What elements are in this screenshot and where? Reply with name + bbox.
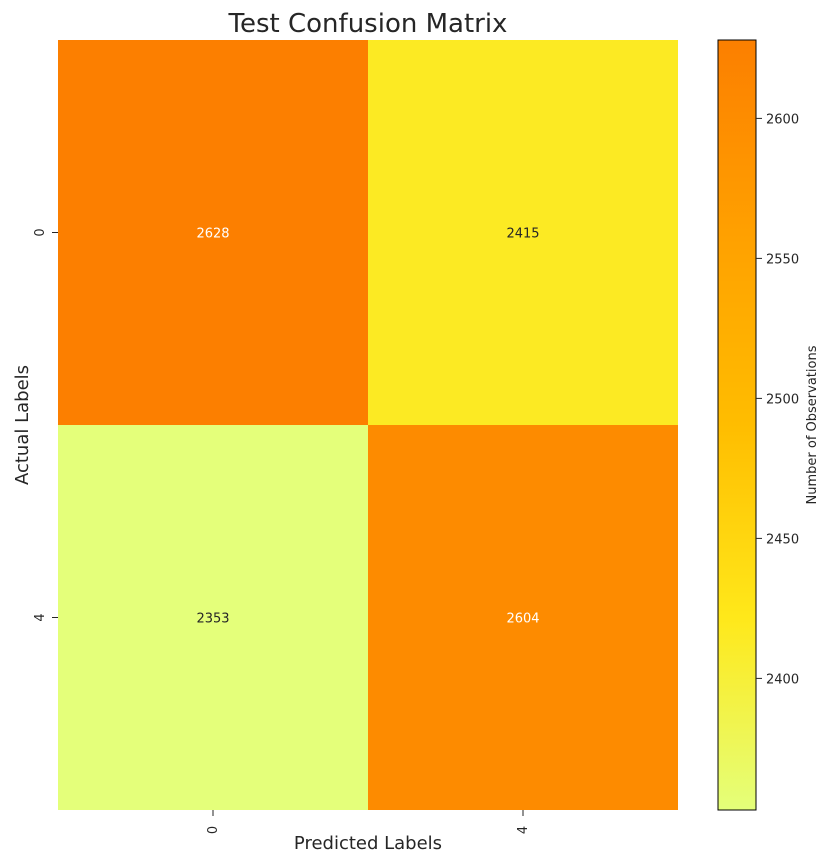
y-axis-ticks: 04 xyxy=(33,228,58,622)
colorbar-tick-label: 2500 xyxy=(766,392,799,407)
y-tick-label: 0 xyxy=(33,228,48,236)
colorbar-tick-label: 2600 xyxy=(766,112,799,127)
heatmap-cells: 2628 2415 2353 2604 xyxy=(58,40,678,810)
colorbar: 2400 2450 2500 2550 2600 Number of Observati… xyxy=(717,39,820,811)
colorbar-label: Number of Observations xyxy=(805,345,820,504)
colorbar-tick-label: 2450 xyxy=(766,532,799,547)
x-tick-label: 4 xyxy=(516,826,531,834)
cell-value-label: 2628 xyxy=(196,227,229,242)
x-tick-label: 0 xyxy=(206,826,221,834)
cell-value-label: 2604 xyxy=(506,612,539,627)
heatmap-cell xyxy=(368,425,678,810)
colorbar-tick-label: 2400 xyxy=(766,672,799,687)
heatmap-cell xyxy=(58,425,368,810)
cell-value-label: 2415 xyxy=(506,227,539,242)
colorbar-tick-label: 2550 xyxy=(766,252,799,267)
y-axis-label: Actual Labels xyxy=(12,365,33,485)
colorbar-gradient xyxy=(717,39,757,811)
colorbar-ticks: 2400 2450 2500 2550 2600 xyxy=(756,112,799,687)
y-tick-label: 4 xyxy=(33,613,48,621)
chart-title: Test Confusion Matrix xyxy=(228,9,508,39)
heatmap-cell xyxy=(368,40,678,425)
cell-value-label: 2353 xyxy=(196,612,229,627)
x-axis-label: Predicted Labels xyxy=(294,833,442,854)
heatmap-cell xyxy=(58,40,368,425)
